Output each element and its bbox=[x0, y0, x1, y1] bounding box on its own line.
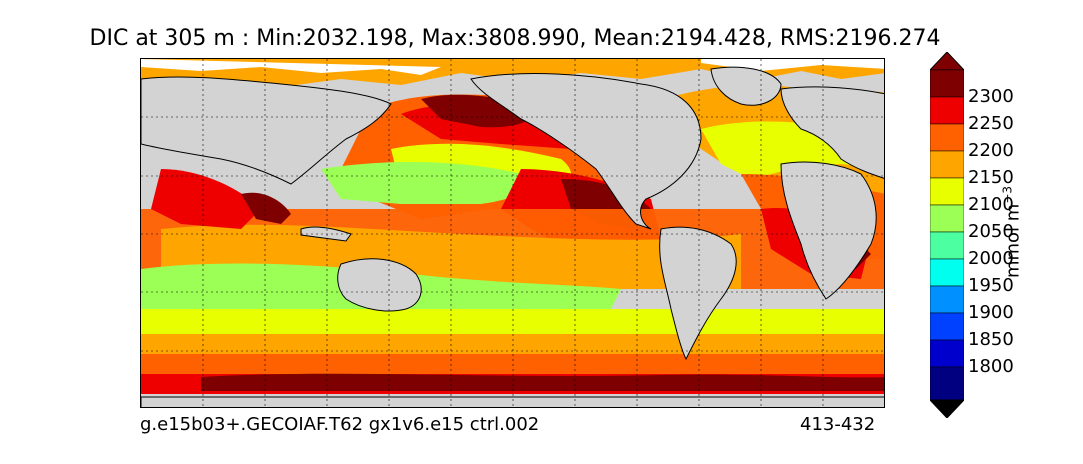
colorbar-tick: 1800 bbox=[968, 356, 1014, 377]
colorbar-seg-1800-1850 bbox=[929, 312, 965, 341]
colorbar-seg-below-1800 bbox=[929, 339, 965, 368]
colorbar-seg-2050-2100 bbox=[929, 177, 965, 206]
colorbar-under-arrow bbox=[928, 399, 966, 419]
colorbar-tick: 1900 bbox=[968, 302, 1014, 323]
colorbar-tick: 2250 bbox=[968, 113, 1014, 134]
africa bbox=[780, 161, 877, 300]
dic-map bbox=[140, 58, 885, 408]
colorbar-seg-1900-1950 bbox=[929, 258, 965, 287]
southern-max-band bbox=[201, 373, 884, 391]
colorbar-seg-1950-2000 bbox=[929, 231, 965, 260]
year-range: 413-432 bbox=[800, 414, 876, 435]
colorbar-tick: 2050 bbox=[968, 221, 1014, 242]
colorbar-seg-lowest bbox=[929, 366, 965, 401]
colorbar-tick: 2000 bbox=[968, 248, 1014, 269]
colorbar-tick: 2300 bbox=[968, 86, 1014, 107]
colorbar-over-arrow bbox=[928, 51, 966, 71]
colorbar-seg-2100-2150 bbox=[929, 150, 965, 179]
colorbar-seg-2000-2050 bbox=[929, 204, 965, 233]
colorbar bbox=[928, 51, 966, 422]
arabian-sea bbox=[151, 169, 261, 229]
south-america bbox=[659, 226, 737, 361]
europe bbox=[780, 86, 884, 179]
colorbar-seg-1850-1900 bbox=[929, 285, 965, 314]
australia bbox=[337, 258, 422, 312]
colorbar-units: mmol m−3 bbox=[1000, 185, 1024, 279]
antarctica bbox=[141, 396, 884, 407]
gridlines bbox=[141, 59, 884, 407]
colorbar-tick: 1950 bbox=[968, 275, 1014, 296]
colorbar-tick: 2100 bbox=[968, 194, 1014, 215]
case-name: g.e15b03+.GECOIAF.T62 gx1v6.e15 ctrl.002 bbox=[140, 414, 540, 435]
continents bbox=[141, 66, 884, 407]
greenland bbox=[710, 66, 782, 106]
map-title: DIC at 305 m : Min:2032.198, Max:3808.99… bbox=[89, 26, 941, 51]
colorbar-tick: 1850 bbox=[968, 329, 1014, 350]
asia bbox=[141, 76, 392, 185]
colorbar-tick: 2200 bbox=[968, 140, 1014, 161]
colorbar-tick: 2150 bbox=[968, 167, 1014, 188]
subtropical-pacific-green bbox=[321, 162, 529, 204]
bay-of-bengal bbox=[241, 192, 291, 224]
colorbar-seg-2250-2300 bbox=[929, 69, 965, 98]
colorbar-seg-2200-2250 bbox=[929, 96, 965, 125]
sea-ice-1 bbox=[141, 59, 441, 75]
north-america bbox=[470, 73, 702, 230]
colorbar-seg-2150-2200 bbox=[929, 123, 965, 152]
